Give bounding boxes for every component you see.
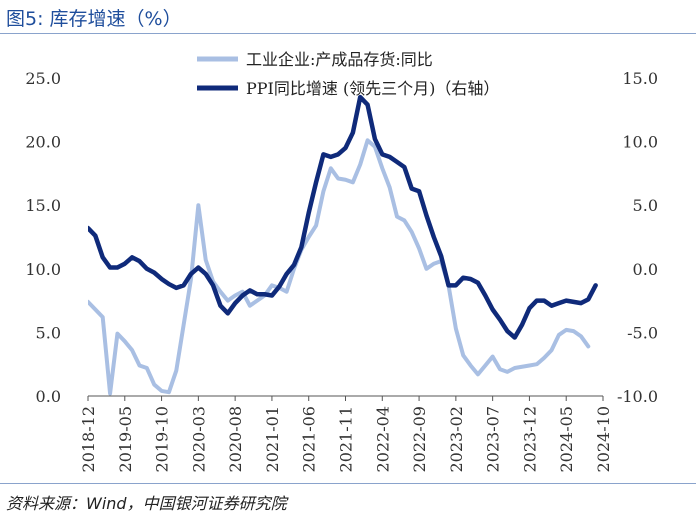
x-tick-label: 2023-02: [447, 406, 466, 472]
chart-axes: 0.0 5.0 10.0 15.0 20.0 25.0 -10.0 -5.0 0.0 5.0 10.…: [25, 69, 658, 472]
x-tick-label: 2021-01: [263, 406, 282, 472]
y-left-tick-label: 20.0: [25, 133, 61, 152]
x-tick-label: 2023-12: [520, 406, 539, 472]
y-left-tick-label: 25.0: [25, 69, 61, 88]
x-tick-label: 2022-09: [410, 406, 429, 472]
y-right-tick-label: -5.0: [627, 323, 658, 342]
chart-series-layer: [88, 94, 598, 396]
y-right-tick-label: 15.0: [622, 69, 658, 88]
legend-label-series2: PPI同比增速 (领先三个月)（右轴）: [246, 79, 499, 98]
y-left-tick-label: 15.0: [25, 196, 61, 215]
x-tick-label: 2019-10: [153, 406, 172, 472]
x-tick-label: 2022-04: [373, 406, 392, 472]
x-tick-label: 2024-10: [594, 406, 613, 472]
x-tick-label: 2024-05: [557, 406, 576, 472]
chart-legend: 工业企业:产成品存货:同比 PPI同比增速 (领先三个月)（右轴）: [197, 50, 499, 98]
series-line-ppi: [88, 94, 598, 340]
y-left-tick-label: 10.0: [25, 260, 61, 279]
y-right-tick-label: 0.0: [633, 260, 658, 279]
x-tick-label: 2020-03: [189, 406, 208, 472]
x-tick-label: 2020-08: [226, 406, 245, 472]
y-right-tick-label: 5.0: [633, 196, 658, 215]
x-tick-label: 2018-12: [79, 406, 98, 472]
legend-label-series1: 工业企业:产成品存货:同比: [246, 50, 433, 69]
x-tick-label: 2023-07: [484, 406, 503, 472]
source-note: 资料来源：Wind，中国银河证券研究院: [6, 494, 287, 513]
y-left-tick-label: 0.0: [36, 387, 61, 406]
y-right-tick-label: 10.0: [622, 133, 658, 152]
x-tick-label: 2019-05: [116, 406, 135, 472]
y-right-tick-label: -10.0: [617, 387, 658, 406]
x-tick-label: 2021-06: [300, 406, 319, 472]
inventory-ppi-chart: 0.0 5.0 10.0 15.0 20.0 25.0 -10.0 -5.0 0.0 5.0 10.…: [25, 50, 658, 472]
footer-divider: [0, 483, 696, 484]
title-divider: [0, 33, 696, 34]
series-line-inventory: [88, 138, 591, 396]
page-title: 图5: 库存增速（%）: [6, 8, 182, 30]
y-left-tick-label: 5.0: [36, 323, 61, 342]
x-tick-label: 2021-11: [337, 406, 356, 472]
